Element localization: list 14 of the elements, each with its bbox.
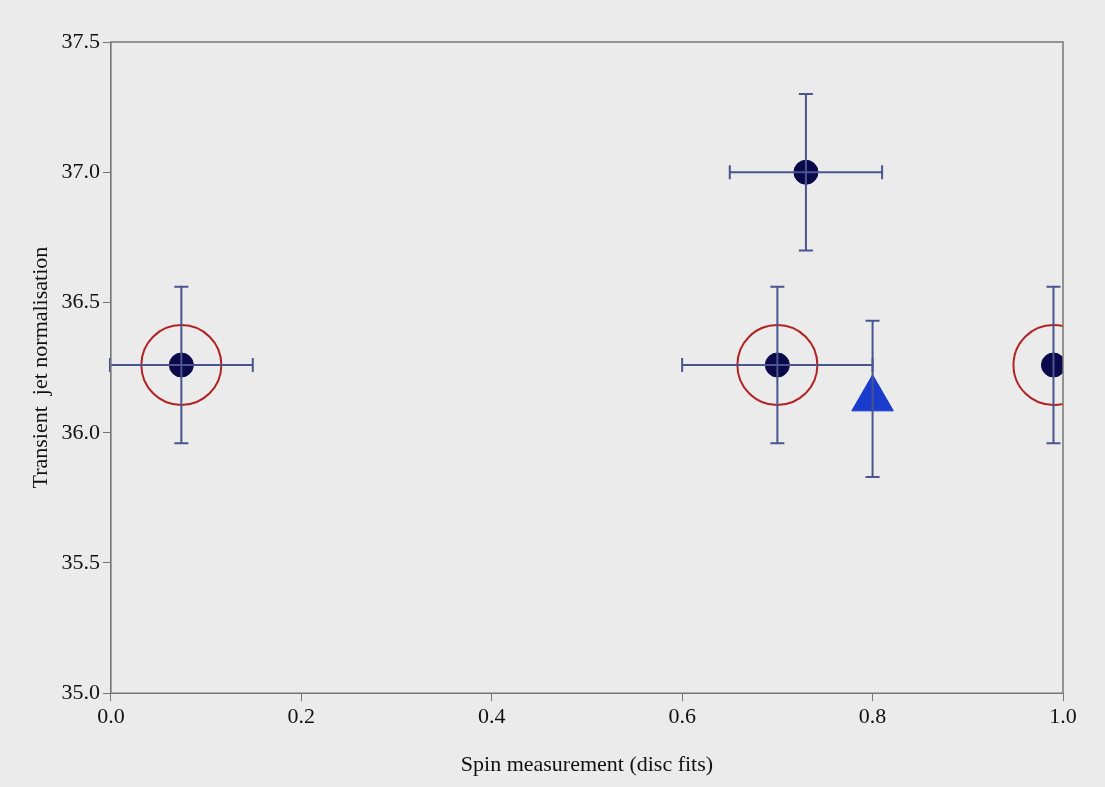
y-axis-title: Transient jet normalisation bbox=[26, 246, 52, 489]
x-tick-label: 0.8 bbox=[858, 703, 887, 729]
x-tick-label: 0.6 bbox=[668, 703, 696, 729]
y-tick-label: 37.0 bbox=[61, 158, 100, 184]
x-tick-label: 0.2 bbox=[287, 703, 316, 729]
x-tick-label: 0.0 bbox=[97, 703, 125, 729]
y-tick-label: 37.5 bbox=[61, 27, 100, 53]
x-tick-label: 0.4 bbox=[477, 703, 506, 729]
y-tick-label: 36.5 bbox=[61, 288, 100, 314]
x-axis-title: Spin measurement (disc fits) bbox=[460, 750, 714, 776]
y-tick-label: 35.0 bbox=[61, 678, 100, 704]
y-tick-label: 36.0 bbox=[61, 418, 100, 444]
y-tick-label: 35.5 bbox=[61, 548, 100, 574]
x-tick-label: 1.0 bbox=[1049, 703, 1077, 729]
